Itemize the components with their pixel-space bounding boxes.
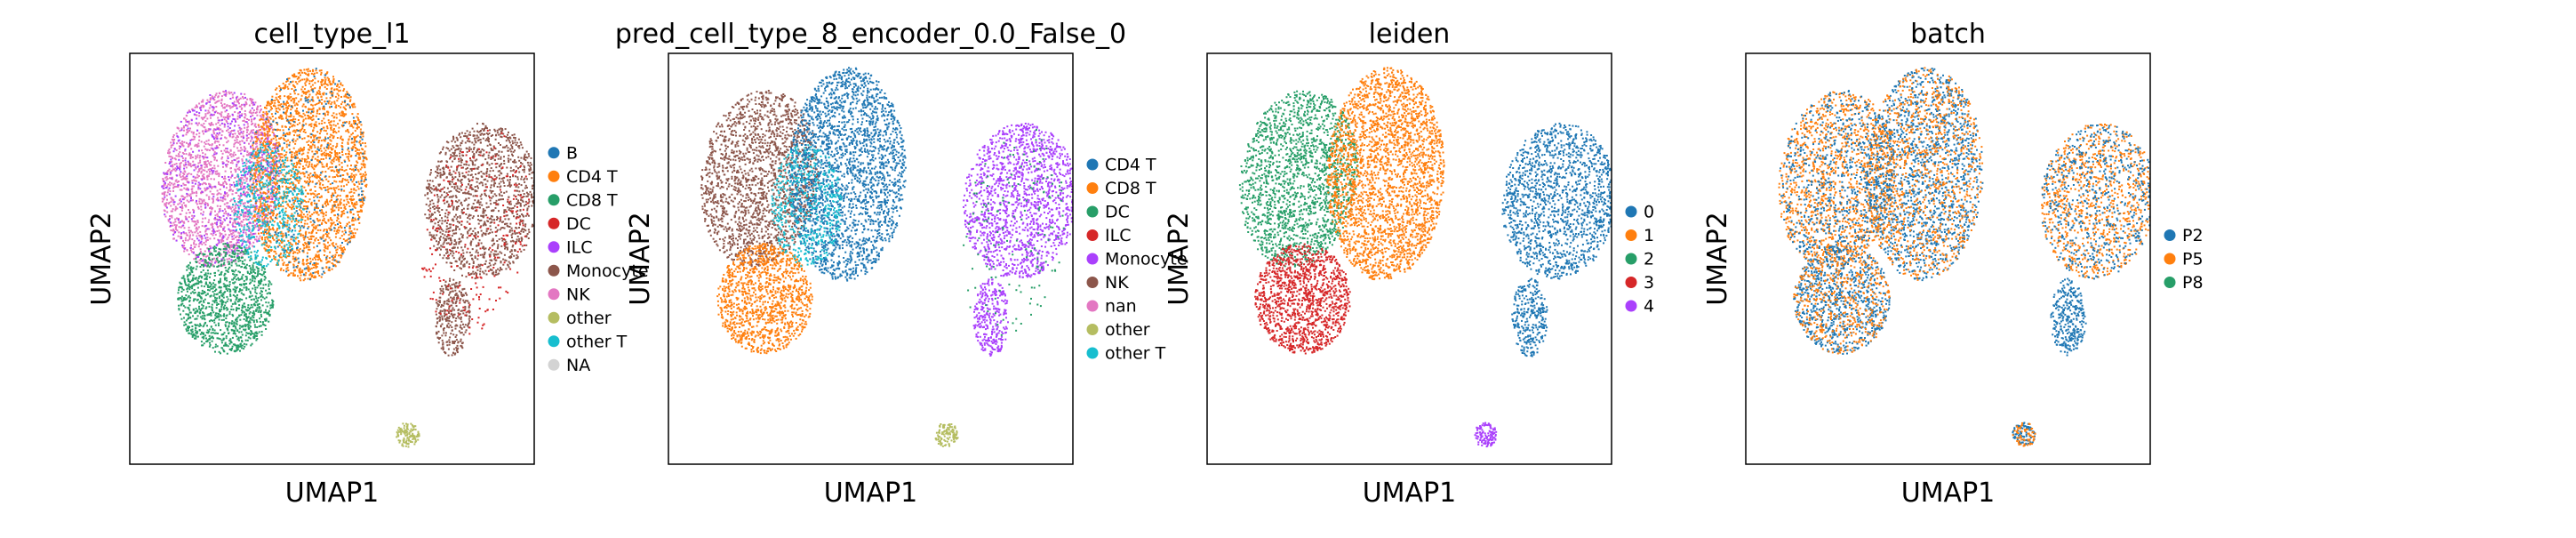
umap-panel-3: batch UMAP1 UMAP2 P2 P5 P8 — [1702, 19, 2204, 509]
legend-label: CD8 T — [1105, 179, 1156, 198]
legend-marker — [548, 288, 560, 300]
legend-marker — [2164, 229, 2176, 241]
legend-marker — [1087, 229, 1099, 241]
legend-label: CD8 T — [566, 190, 618, 210]
legend-marker — [1626, 253, 1637, 265]
legend-label: P8 — [2182, 273, 2204, 293]
panel-title: cell_type_l1 — [253, 19, 410, 50]
legend-label: P5 — [2182, 250, 2204, 269]
legend-marker — [1087, 159, 1099, 171]
legend-label: other T — [566, 332, 628, 351]
x-axis-label: UMAP1 — [1363, 478, 1457, 509]
legend-marker — [1087, 206, 1099, 218]
legend-marker — [1626, 277, 1637, 288]
legend-marker — [2164, 253, 2176, 265]
umap-panel-1: pred_cell_type_8_encoder_0.0_False_0 UMAP… — [615, 19, 1188, 509]
legend-label: CD4 T — [1105, 156, 1156, 175]
legend-label: other — [566, 309, 612, 328]
legend-marker — [2164, 277, 2176, 288]
legend-label: NK — [1105, 273, 1129, 293]
legend-marker — [1087, 324, 1099, 335]
legend-marker — [548, 359, 560, 371]
y-axis-label: UMAP2 — [1702, 212, 1733, 306]
legend-label: 3 — [1644, 273, 1654, 293]
legend-marker — [1626, 206, 1637, 218]
y-axis-label: UMAP2 — [625, 212, 656, 306]
legend-label: other — [1105, 320, 1150, 340]
legend-label: P2 — [2182, 226, 2204, 245]
legend-label: DC — [566, 214, 591, 234]
legend: P2 P5 P8 — [2164, 226, 2204, 293]
legend-marker — [548, 147, 560, 158]
legend-label: B — [566, 143, 578, 163]
legend-marker — [1087, 182, 1099, 194]
legend: 0 1 2 3 4 — [1626, 203, 1655, 317]
legend-label: NK — [566, 285, 590, 304]
legend-marker — [1087, 301, 1099, 312]
panel-title: leiden — [1369, 19, 1451, 50]
y-axis-label: UMAP2 — [86, 212, 117, 306]
legend-marker — [548, 218, 560, 229]
legend-marker — [548, 171, 560, 182]
legend-label: other T — [1105, 344, 1166, 364]
legend-marker — [1626, 229, 1637, 241]
x-axis-label: UMAP1 — [824, 478, 918, 509]
x-axis-label: UMAP1 — [285, 478, 380, 509]
legend-label: ILC — [566, 237, 592, 257]
legend-marker — [548, 241, 560, 253]
y-axis-label: UMAP2 — [1164, 212, 1195, 306]
legend-label: nan — [1105, 297, 1137, 317]
legend-label: NA — [566, 356, 590, 375]
legend-marker — [548, 194, 560, 205]
umap-panel-2: leiden UMAP1 UMAP2 0 1 2 3 4 — [1164, 19, 1654, 509]
legend-marker — [548, 265, 560, 277]
panel-title: batch — [1910, 19, 1986, 50]
legend-marker — [1087, 277, 1099, 288]
scatter-points — [1239, 67, 1617, 447]
legend-label: 4 — [1644, 297, 1654, 317]
legend-label: 1 — [1644, 226, 1654, 245]
legend-marker — [1087, 253, 1099, 265]
legend-label: ILC — [1105, 226, 1131, 245]
scatter-points — [1779, 67, 2156, 446]
legend-label: CD4 T — [566, 167, 618, 187]
legend-marker — [548, 335, 560, 347]
legend-label: 2 — [1644, 250, 1654, 269]
panel-title: pred_cell_type_8_encoder_0.0_False_0 — [615, 19, 1126, 50]
legend-label: DC — [1105, 203, 1130, 222]
legend-label: 0 — [1644, 203, 1654, 222]
x-axis-label: UMAP1 — [1901, 478, 1996, 509]
scatter-points — [700, 67, 1077, 447]
legend-marker — [1087, 348, 1099, 359]
legend-marker — [1626, 301, 1637, 312]
scatter-points — [161, 68, 539, 447]
legend-marker — [548, 312, 560, 324]
